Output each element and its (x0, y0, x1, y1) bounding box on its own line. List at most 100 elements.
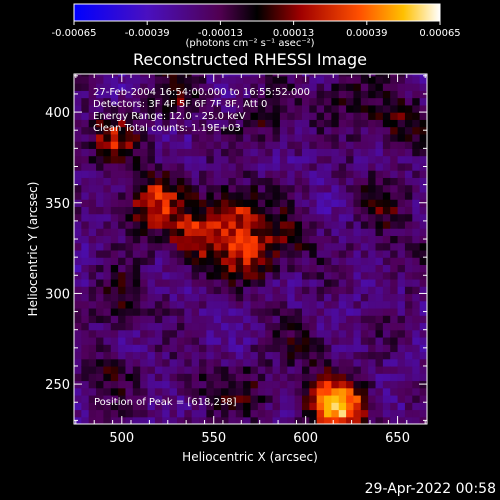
heatmap-cell (338, 373, 347, 382)
heatmap-cell (191, 126, 200, 135)
heatmap-cell (228, 365, 237, 374)
heatmap-cell (228, 199, 237, 207)
heatmap-cell (125, 344, 134, 353)
heatmap-cell (272, 271, 281, 280)
heatmap-cell (221, 206, 230, 215)
heatmap-cell (243, 162, 252, 171)
heatmap-cell (147, 228, 156, 236)
heatmap-cell (360, 133, 369, 142)
heatmap-cell (103, 278, 112, 287)
heatmap-cell (316, 206, 325, 215)
heatmap-cell (140, 394, 149, 403)
heatmap-cell (228, 104, 237, 113)
heatmap-cell (257, 90, 266, 99)
heatmap-cell (213, 126, 222, 135)
heatmap-cell (331, 104, 340, 113)
heatmap-cell (213, 242, 222, 251)
heatmap-cell (331, 75, 340, 84)
heatmap-cell (338, 126, 347, 135)
heatmap-cell (368, 329, 377, 338)
heatmap-cell (176, 155, 185, 164)
heatmap-cell (375, 112, 384, 120)
heatmap-cell (184, 373, 193, 382)
heatmap-cell (191, 75, 200, 84)
heatmap-cell (96, 315, 105, 324)
heatmap-cell (184, 155, 193, 164)
heatmap-cell (309, 75, 318, 84)
heatmap-cell (324, 148, 332, 157)
heatmap-cell (279, 278, 288, 287)
heatmap-cell (103, 184, 112, 193)
heatmap-cell (184, 322, 193, 331)
heatmap-cell (140, 199, 149, 207)
heatmap-cell (390, 191, 399, 200)
heatmap-cell (257, 213, 266, 222)
heatmap-cell (176, 83, 185, 91)
heatmap-cell (360, 257, 369, 266)
heatmap-cell (88, 162, 97, 171)
heatmap-cell (404, 315, 413, 324)
heatmap-cell (338, 90, 347, 99)
heatmap-cell (132, 199, 141, 207)
heatmap-cell (353, 126, 362, 135)
heatmap-cell (206, 358, 215, 367)
heatmap-cell (338, 235, 347, 244)
heatmap-cell (206, 75, 215, 84)
heatmap-cell (96, 264, 105, 273)
heatmap-cell (265, 162, 274, 171)
heatmap-cell (316, 104, 325, 113)
heatmap-cell (404, 74, 413, 77)
heatmap-cell (110, 133, 119, 142)
heatmap-cell (382, 402, 391, 411)
heatmap-cell (250, 155, 259, 164)
heatmap-cell (279, 416, 288, 424)
heatmap-cell (360, 148, 369, 157)
heatmap-cell (353, 322, 362, 331)
heatmap-cell (235, 74, 244, 77)
heatmap-cell (324, 293, 332, 302)
heatmap-cell (81, 104, 90, 113)
heatmap-cell (162, 402, 171, 411)
heatmap-cell (235, 155, 244, 164)
heatmap-cell (265, 133, 274, 142)
heatmap-cell (346, 351, 355, 360)
heatmap-cell (140, 344, 149, 353)
heatmap-cell (331, 228, 340, 236)
heatmap-cell (257, 97, 266, 106)
heatmap-cell (125, 141, 134, 149)
heatmap-cell (169, 126, 178, 135)
heatmap-cell (118, 83, 127, 91)
heatmap-cell (375, 358, 384, 367)
colorbar-tick-label: 0.00065 (419, 28, 460, 39)
heatmap-cell (191, 249, 200, 258)
heatmap-cell (118, 387, 127, 396)
heatmap-cell (279, 264, 288, 273)
heatmap-cell (375, 170, 384, 178)
heatmap-cell (199, 315, 207, 324)
heatmap-cell (294, 271, 303, 280)
heatmap-cell (419, 358, 427, 367)
heatmap-cell (294, 394, 303, 403)
heatmap-cell (110, 74, 119, 77)
heatmap-cell (88, 75, 97, 84)
heatmap-cell (382, 170, 391, 178)
heatmap-cell (324, 373, 332, 382)
heatmap-cell (346, 228, 355, 236)
heatmap-cell (353, 228, 362, 236)
heatmap-cell (382, 206, 391, 215)
heatmap-cell (331, 126, 340, 135)
heatmap-cell (287, 191, 296, 200)
heatmap-cell (331, 242, 340, 251)
heatmap-cell (404, 213, 413, 222)
heatmap-cell (169, 75, 178, 84)
heatmap-cell (353, 329, 362, 338)
heatmap-cell (81, 300, 90, 309)
heatmap-cell (176, 74, 185, 77)
heatmap-cell (279, 191, 288, 200)
heatmap-cell (272, 162, 281, 171)
heatmap-cell (199, 394, 207, 403)
heatmap-cell (147, 75, 156, 84)
heatmap-cell (397, 83, 406, 91)
heatmap-cell (199, 286, 207, 295)
heatmap-cell (74, 148, 82, 157)
